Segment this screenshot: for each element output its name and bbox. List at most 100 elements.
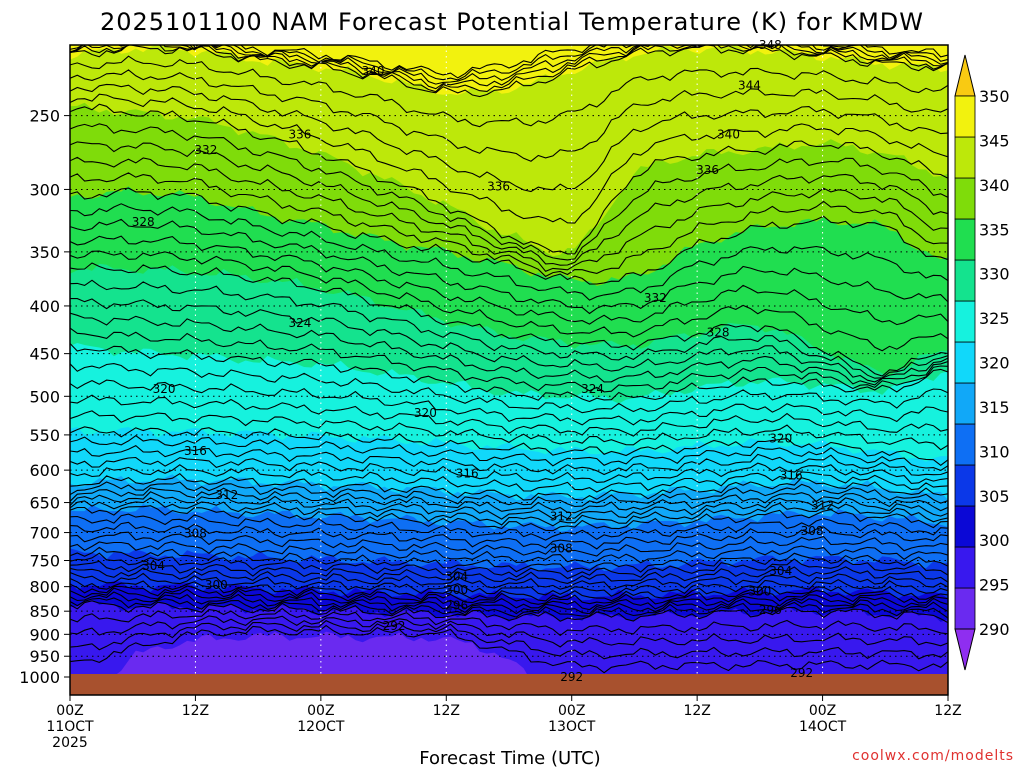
isentrope-line xyxy=(70,235,948,326)
isentrope-line xyxy=(70,45,948,81)
contour-label: 324 xyxy=(288,316,311,330)
y-tick-label: 250 xyxy=(29,107,60,126)
isentrope-line xyxy=(70,312,948,386)
contour-label: 308 xyxy=(184,527,207,541)
isentrope-line xyxy=(70,218,948,315)
contour-label: 336 xyxy=(288,128,311,142)
contour-label: 344 xyxy=(738,78,761,92)
chart-title: 2025101100 NAM Forecast Potential Temper… xyxy=(100,8,924,36)
contour-label-text: 320 xyxy=(414,406,437,420)
isentrope-line xyxy=(70,546,948,573)
colorbar-swatch xyxy=(954,136,976,179)
contour-label: 332 xyxy=(644,291,667,305)
y-tick-label: 850 xyxy=(29,602,60,621)
isentrope-line xyxy=(70,491,948,520)
contour-label-text: 292 xyxy=(790,666,813,680)
contour-label: 332 xyxy=(194,143,217,157)
contour-label: 336 xyxy=(696,163,719,177)
contour-label: 304 xyxy=(769,564,792,578)
contour-label: 316 xyxy=(780,468,803,482)
colorbar-min-arrow xyxy=(954,628,976,671)
colorbar-label: 330 xyxy=(979,265,1010,284)
contour-label-text: 344 xyxy=(738,78,761,92)
isentrope-line xyxy=(70,394,948,437)
contour-label: 336 xyxy=(487,180,510,194)
y-tick-label: 750 xyxy=(29,552,60,571)
colorbar-swatch xyxy=(954,341,976,384)
isentrope-line xyxy=(70,456,948,484)
isentrope-line xyxy=(70,426,948,466)
colorbar-label: 345 xyxy=(979,131,1010,150)
y-tick-label: 550 xyxy=(29,426,60,445)
contour-label: 308 xyxy=(550,541,573,555)
isentrope-line xyxy=(70,597,948,619)
contour-label-text: 336 xyxy=(487,180,510,194)
contour-lines xyxy=(70,45,948,674)
isentrope-line xyxy=(70,505,948,532)
y-tick-label: 900 xyxy=(29,625,60,644)
contour-label: 296 xyxy=(445,598,468,612)
contour-label-text: 328 xyxy=(132,215,155,229)
contour-label-text: 324 xyxy=(288,316,311,330)
isentrope-line xyxy=(70,577,948,602)
isentrope-line xyxy=(70,343,948,403)
colorbar-label: 315 xyxy=(979,398,1010,417)
isentrope-line xyxy=(70,45,948,93)
contour-label-text: 300 xyxy=(205,578,228,592)
isentrope-line xyxy=(70,435,948,472)
contour-label-text: 296 xyxy=(759,603,782,617)
isentrope-line xyxy=(70,83,948,193)
x-tick-label: 00Z xyxy=(307,703,334,719)
contour-label-text: 316 xyxy=(184,444,207,458)
contour-label: 324 xyxy=(581,382,604,396)
contour-label-text: 296 xyxy=(445,598,468,612)
isentrope-line xyxy=(70,45,948,90)
x-tick-label: 11OCT xyxy=(46,719,94,735)
colorbar-swatch xyxy=(954,546,976,589)
contour-label-text: 308 xyxy=(184,527,207,541)
colorbar: 290 295 300 305 310 315 320 325 330 335 340 345 350 xyxy=(954,54,1010,671)
contour-label: 308 xyxy=(801,524,824,538)
colorbar-max-arrow xyxy=(954,54,976,97)
isentrope-line xyxy=(70,464,948,493)
contour-label-text: 328 xyxy=(707,325,730,339)
contour-label: 316 xyxy=(184,444,207,458)
colorbar-label: 340 xyxy=(979,176,1010,195)
x-tick-label: 2025 xyxy=(52,735,88,751)
isentrope-line xyxy=(70,410,948,451)
isentrope-line xyxy=(70,363,948,414)
contour-label-text: 304 xyxy=(142,559,165,573)
colorbar-swatch xyxy=(954,382,976,425)
colorbar-label: 295 xyxy=(979,576,1010,595)
contour-label-text: 336 xyxy=(696,163,719,177)
contour-label: 320 xyxy=(414,406,437,420)
y-tick-label: 350 xyxy=(29,243,60,262)
plot-frame xyxy=(69,44,949,696)
contour-label: 316 xyxy=(456,466,479,480)
isentrope-line xyxy=(70,250,948,352)
y-tick-label: 700 xyxy=(29,524,60,543)
isentrope-line xyxy=(70,103,948,255)
y-tick-label: 450 xyxy=(29,345,60,364)
colorbar-label: 305 xyxy=(979,487,1010,506)
contour-label: 320 xyxy=(153,382,176,396)
isentrope-line xyxy=(70,141,948,266)
colorbar-swatch xyxy=(954,300,976,343)
contour-label: 320 xyxy=(769,432,792,446)
y-tick-label: 500 xyxy=(29,387,60,406)
colorbar-swatch xyxy=(954,95,976,138)
isentrope-line xyxy=(70,567,948,591)
credit-text[interactable]: coolwx.com/modelts xyxy=(852,748,1014,764)
isentrope-line xyxy=(70,552,948,580)
contour-label-text: 332 xyxy=(644,291,667,305)
isentrope-line xyxy=(70,473,948,501)
contour-label-text: 300 xyxy=(748,585,771,599)
y-tick-label: 950 xyxy=(29,647,60,666)
ground-strip xyxy=(70,674,948,695)
x-tick-label: 12OCT xyxy=(297,719,345,735)
contour-label: 300 xyxy=(748,585,771,599)
x-tick-label: 13OCT xyxy=(548,719,596,735)
isentrope-line xyxy=(70,156,948,272)
isentrope-line xyxy=(70,481,948,508)
y-tick-label: 1000 xyxy=(19,668,60,687)
